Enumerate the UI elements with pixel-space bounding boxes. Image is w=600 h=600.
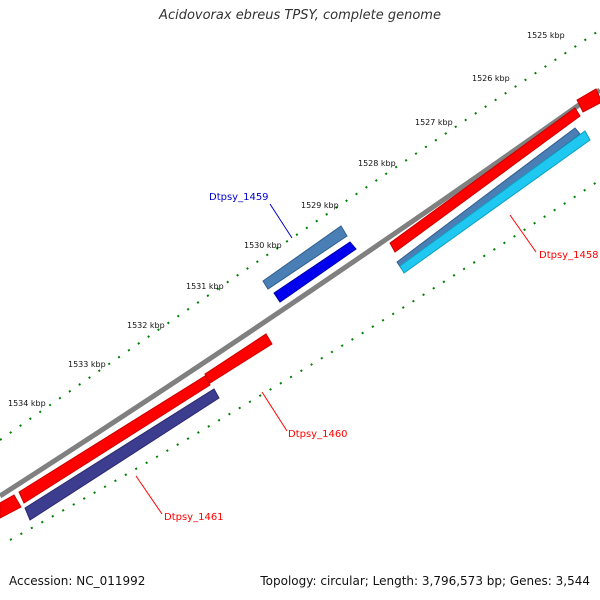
leader-dtpsy-1458 bbox=[509, 214, 537, 253]
accession-text: Accession: NC_011992 bbox=[9, 574, 146, 588]
gene-dtpsy-1458-cds[interactable] bbox=[389, 107, 581, 253]
gene-dtpsy-1461-purple[interactable] bbox=[24, 388, 220, 521]
gene-dtpsy-1459-steelblue[interactable] bbox=[262, 225, 348, 290]
gene-label-dtpsy-1458[interactable]: Dtpsy_1458 bbox=[539, 250, 599, 261]
scale-label-1525: 1525 kbp bbox=[527, 31, 565, 40]
gene-dtpsy-1461-cds[interactable] bbox=[18, 375, 211, 504]
gene-label-dtpsy-1459[interactable]: Dtpsy_1459 bbox=[209, 192, 269, 203]
gene-label-dtpsy-1460[interactable]: Dtpsy_1460 bbox=[288, 429, 348, 440]
scale-label-1533: 1533 kbp bbox=[68, 360, 106, 369]
scale-label-1529: 1529 kbp bbox=[301, 201, 339, 210]
gene-red-left-fragment[interactable] bbox=[0, 494, 22, 519]
outer-tick-ring bbox=[0, 29, 600, 441]
gene-red-end-fragment[interactable] bbox=[576, 88, 600, 113]
gene-dtpsy-1458-lightblue[interactable] bbox=[399, 130, 591, 274]
leader-dtpsy-1460 bbox=[261, 391, 288, 432]
scale-label-1528: 1528 kbp bbox=[358, 159, 396, 168]
gene-dtpsy-1458-steelblue[interactable] bbox=[396, 127, 581, 269]
scale-label-1526: 1526 kbp bbox=[472, 74, 510, 83]
topology-text: Topology: circular; Length: 3,796,573 bp… bbox=[260, 574, 590, 588]
gene-dtpsy-1460-cds[interactable] bbox=[204, 333, 273, 384]
leader-dtpsy-1461 bbox=[135, 475, 163, 515]
scale-label-1527: 1527 kbp bbox=[415, 118, 453, 127]
inner-tick-ring bbox=[9, 179, 600, 541]
scale-label-1530: 1530 kbp bbox=[244, 241, 282, 250]
scale-label-1532: 1532 kbp bbox=[127, 321, 165, 330]
leader-dtpsy-1459 bbox=[269, 203, 293, 239]
scale-label-1531: 1531 kbp bbox=[186, 282, 224, 291]
genome-backbone bbox=[0, 87, 600, 499]
scale-label-1534: 1534 kbp bbox=[8, 399, 46, 408]
gene-label-dtpsy-1461[interactable]: Dtpsy_1461 bbox=[164, 512, 224, 523]
map-title: Acidovorax ebreus TPSY, complete genome bbox=[159, 8, 441, 23]
gene-dtpsy-1459-cds[interactable] bbox=[273, 241, 357, 303]
